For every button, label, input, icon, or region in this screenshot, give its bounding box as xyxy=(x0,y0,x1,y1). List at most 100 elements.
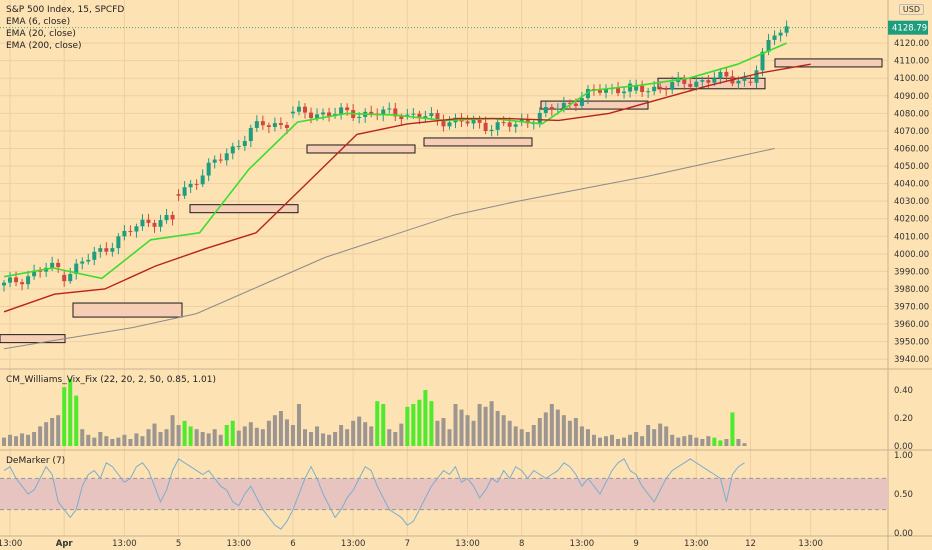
candle-body xyxy=(158,220,163,227)
legend-ema6[interactable]: EMA (6, close) xyxy=(6,17,71,27)
candle-body xyxy=(8,277,13,283)
candle-body xyxy=(471,120,476,124)
candle-body xyxy=(417,113,422,118)
vix-bar xyxy=(561,415,566,446)
time-tick-label: 9 xyxy=(633,539,638,549)
candle-body xyxy=(194,183,199,185)
demarker-tick-label: 0.50 xyxy=(894,490,913,500)
price-tick-label: 3970.00 xyxy=(894,303,929,313)
candle-body xyxy=(284,124,289,128)
candle-body xyxy=(736,80,741,84)
demarker-tick-label: 1.00 xyxy=(894,451,913,461)
candle-body xyxy=(296,106,301,112)
vix-bar xyxy=(182,420,187,446)
candle-body xyxy=(646,91,651,93)
vix-bar xyxy=(447,429,452,446)
candle-body xyxy=(345,107,350,111)
price-tick-label: 4000.00 xyxy=(894,250,929,260)
price-tick-label: 4050.00 xyxy=(894,162,929,172)
candle-body xyxy=(381,109,386,116)
vix-bar xyxy=(290,425,295,446)
candle-body xyxy=(152,222,157,227)
currency-badge[interactable]: USD xyxy=(898,4,924,15)
candle-body xyxy=(561,102,566,109)
vix-legend[interactable]: CM_Williams_Vix_Fix (22, 20, 2, 50, 0.85… xyxy=(6,375,217,385)
candle-body xyxy=(694,81,699,87)
vix-bar xyxy=(14,436,19,446)
vix-bar xyxy=(676,437,681,446)
vix-bar xyxy=(140,436,145,446)
candle-body xyxy=(784,26,789,33)
vix-bar xyxy=(62,387,67,446)
vix-bar xyxy=(375,401,380,446)
vix-bar xyxy=(315,426,320,446)
candle-body xyxy=(272,123,277,127)
vix-bar xyxy=(104,436,109,446)
vix-bar xyxy=(604,436,608,446)
candle-body xyxy=(585,89,590,99)
candle-body xyxy=(507,122,512,127)
candle-body xyxy=(513,124,518,127)
vix-bar xyxy=(351,420,356,446)
price-tick-label: 4110.00 xyxy=(894,57,929,67)
candle-body xyxy=(760,51,765,71)
candle-body xyxy=(754,70,759,83)
legend-ema200[interactable]: EMA (200, close) xyxy=(6,41,82,51)
vix-bar xyxy=(44,422,49,446)
candle-body xyxy=(339,107,344,114)
candle-body xyxy=(116,236,121,249)
candle-body xyxy=(664,88,669,90)
candle-body xyxy=(14,277,19,283)
vix-bar xyxy=(303,429,307,446)
candle-body xyxy=(423,116,428,118)
vix-bar xyxy=(399,423,404,446)
symbol-title[interactable]: S&P 500 Index, 15, SPCFD xyxy=(6,5,125,15)
candle-body xyxy=(248,127,253,142)
vix-bar xyxy=(411,404,416,446)
vix-bar xyxy=(327,434,332,446)
demarker-legend[interactable]: DeMarker (7) xyxy=(6,456,66,466)
time-tick-label: 13:00 xyxy=(684,539,709,549)
vix-bar xyxy=(8,434,13,446)
candle-body xyxy=(327,112,332,117)
candle-body xyxy=(682,77,687,84)
vix-bar xyxy=(453,404,458,446)
candle-body xyxy=(369,111,374,114)
zone-box xyxy=(189,204,299,214)
vix-bar xyxy=(489,401,494,446)
main-legend: S&P 500 Index, 15, SPCFD EMA (6, close) … xyxy=(6,4,124,52)
candle-body xyxy=(92,251,97,260)
vix-bar xyxy=(393,432,398,446)
vix-bar xyxy=(74,395,79,446)
time-tick-label: 12 xyxy=(745,539,756,549)
candle-body xyxy=(134,226,139,232)
price-tick-label: 4100.00 xyxy=(894,74,929,84)
price-tick-label: 4010.00 xyxy=(894,232,929,242)
price-tick-label: 4030.00 xyxy=(894,197,929,207)
vix-bar xyxy=(652,429,657,446)
vix-bar xyxy=(381,404,386,446)
candle-body xyxy=(146,219,151,223)
candle-body xyxy=(32,270,37,277)
vix-bar xyxy=(68,378,73,446)
time-tick-label: Apr xyxy=(56,539,74,549)
legend-ema20[interactable]: EMA (20, close) xyxy=(6,29,76,39)
zone-box xyxy=(540,100,649,110)
vix-bar xyxy=(477,404,482,446)
candle-body xyxy=(700,80,705,82)
candle-body xyxy=(206,162,211,176)
vix-bar xyxy=(212,429,217,446)
vix-bar xyxy=(242,426,247,446)
vix-bar xyxy=(537,418,542,446)
candle-body xyxy=(387,108,392,110)
candle-body xyxy=(429,113,434,117)
vix-bar xyxy=(742,443,747,446)
vix-bar xyxy=(2,437,6,446)
vix-bar xyxy=(26,434,31,446)
candle-body xyxy=(254,121,259,128)
vix-bar xyxy=(688,434,693,446)
candle-body xyxy=(640,85,645,92)
candle-body xyxy=(688,83,693,87)
